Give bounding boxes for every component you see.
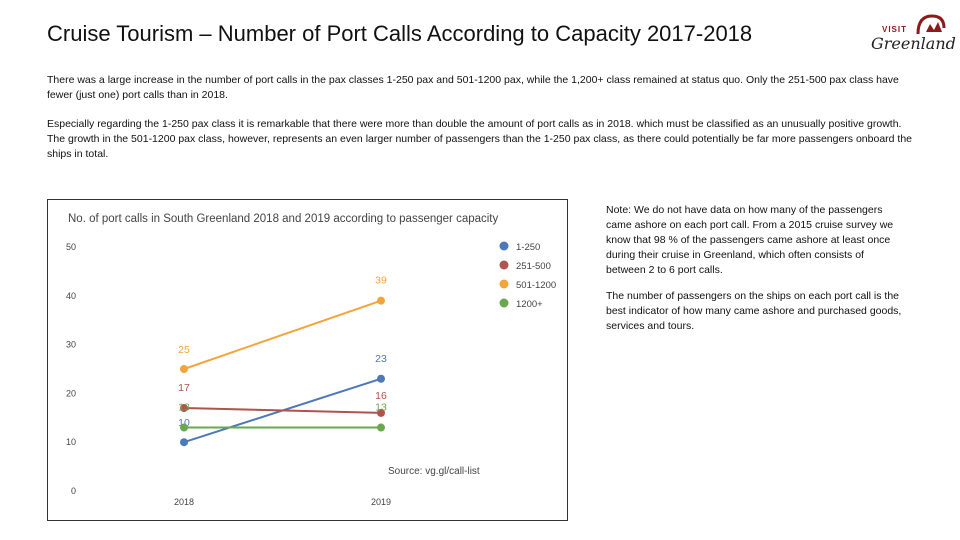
- data-label: 13: [375, 402, 387, 414]
- legend-marker: [499, 279, 509, 289]
- data-point: [180, 365, 188, 373]
- data-point: [377, 374, 385, 383]
- legend-label: 251-500: [516, 261, 551, 272]
- data-point: [377, 296, 385, 305]
- data-point: [180, 438, 188, 447]
- survey-note: Note: We do not have data on how many of…: [606, 204, 894, 276]
- legend-label: 501-1200: [516, 280, 556, 291]
- chart-source: Source: vg.gl/call-list: [388, 466, 480, 477]
- y-tick-label: 20: [66, 388, 76, 398]
- y-tick-label: 40: [66, 291, 76, 301]
- data-point: [377, 408, 385, 417]
- data-label: 17: [178, 382, 190, 394]
- legend-label: 1200+: [516, 299, 543, 310]
- legend-label: 1-250: [516, 242, 540, 253]
- data-label: 25: [178, 344, 190, 356]
- legend-marker: [499, 298, 509, 308]
- y-tick-label: 0: [71, 486, 76, 496]
- chart-title: No. of port calls in South Greenland 201…: [68, 213, 499, 225]
- port-calls-chart: No. of port calls in South Greenland 201…: [47, 199, 568, 521]
- data-label: 10: [178, 417, 190, 429]
- data-point: [377, 423, 385, 432]
- y-tick-label: 50: [66, 242, 76, 252]
- logo-greenland-text: Greenland: [871, 34, 956, 53]
- growth-paragraph: Especially regarding the 1-250 pax class…: [47, 118, 913, 160]
- data-label: 16: [375, 390, 387, 402]
- data-point: [180, 404, 188, 413]
- y-tick-label: 10: [66, 437, 76, 447]
- data-label: 13: [178, 402, 190, 414]
- legend-marker: [499, 260, 509, 270]
- logo-visit-text: VISIT: [882, 25, 908, 34]
- data-label: 23: [375, 353, 387, 365]
- legend-marker: [499, 241, 509, 251]
- logo-emblem-icon: [916, 14, 946, 35]
- indicator-note: The number of passengers on the ships on…: [606, 290, 902, 332]
- chart-canvas: No. of port calls in South Greenland 201…: [66, 213, 556, 507]
- data-label: 39: [375, 275, 387, 287]
- page-title: Cruise Tourism – Number of Port Calls Ac…: [47, 21, 753, 46]
- x-tick-label: 2018: [174, 497, 194, 507]
- y-tick-label: 30: [66, 340, 76, 350]
- x-tick-label: 2019: [371, 497, 391, 507]
- series-line-251-500: [183, 407, 382, 414]
- visit-greenland-logo: VISIT Greenland: [868, 12, 956, 58]
- data-point: [180, 423, 188, 432]
- intro-paragraph: There was a large increase in the number…: [47, 74, 899, 101]
- series-line-501-1200: [183, 299, 382, 370]
